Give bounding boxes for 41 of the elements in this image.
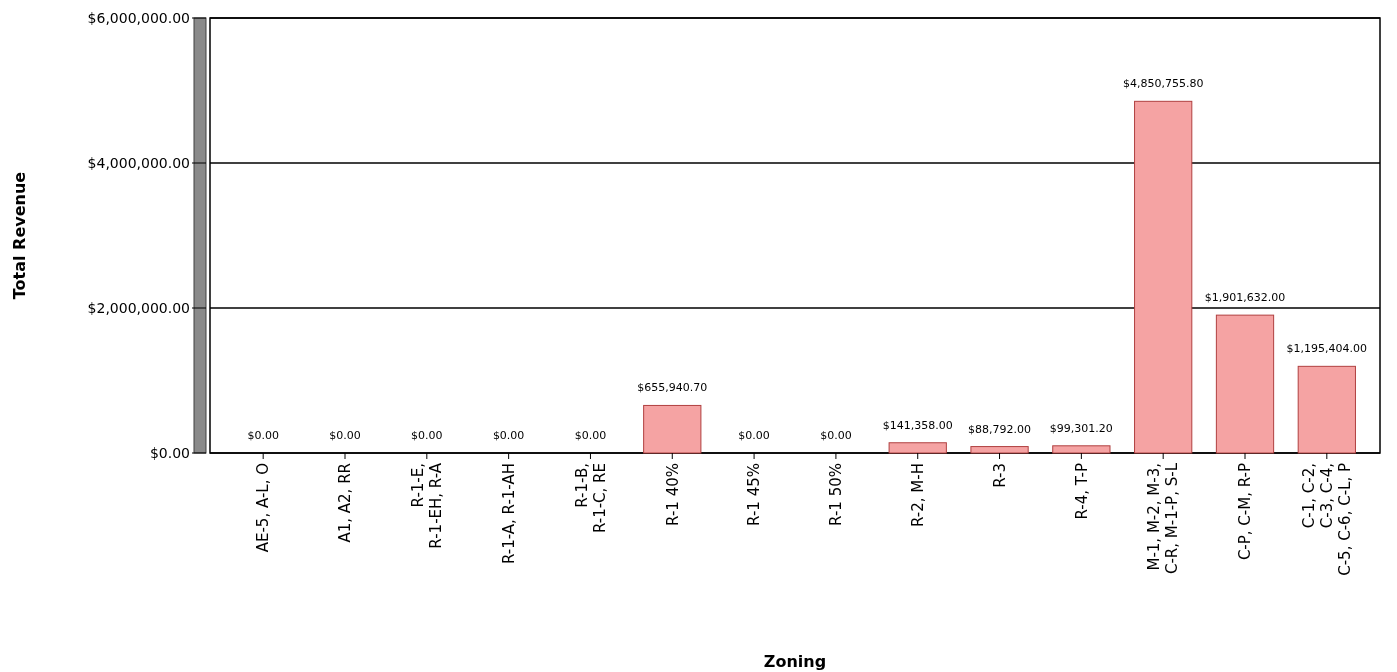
data-label: $0.00	[247, 429, 279, 442]
data-label: $655,940.70	[637, 381, 708, 395]
bar	[643, 404, 702, 454]
bar	[970, 446, 1029, 454]
x-tick-label: R-1-A, R-1-AH	[499, 463, 518, 565]
data-label: $0.00	[574, 429, 607, 442]
data-label: $141,358.00	[882, 418, 953, 432]
data-label: $0.00	[820, 429, 852, 442]
x-tick-label: R-3	[990, 463, 1009, 488]
data-label: $4,850,755.80	[1122, 77, 1204, 91]
data-label: $0.00	[411, 429, 443, 442]
x-tick-label: R-1-B, R-1-C, RE	[572, 463, 609, 534]
bar	[888, 442, 947, 454]
x-tick-label: R-1 40%	[663, 463, 682, 526]
data-label: $1,195,404.00	[1286, 342, 1368, 356]
x-axis-title: Zoning	[763, 652, 827, 671]
data-label: $0.00	[329, 429, 361, 442]
x-tick-label: C-P, C-M, R-P	[1236, 463, 1255, 561]
x-tick-label: M-1, M-2, M-3, C-R, M-1-P, S-L	[1145, 462, 1182, 575]
x-tick-label: R-2, M-H	[908, 463, 927, 527]
x-tick-label: R-1-E, R-1-EH, R-A	[409, 462, 446, 549]
bar	[1215, 314, 1275, 454]
x-tick-label: AE-5, A-L, O	[254, 463, 273, 553]
data-label: $0.00	[738, 429, 770, 442]
y-axis-title: Total Revenue	[10, 171, 29, 300]
data-label: $1,901,632.00	[1204, 291, 1286, 305]
y-tick-label: $6,000,000.00	[87, 9, 190, 26]
x-tick-label: R-1 45%	[745, 463, 764, 526]
x-tick-label: R-1 50%	[827, 463, 846, 526]
data-label: $88,792.00	[968, 422, 1032, 436]
x-tick-label: C-1, C-2, C-3, C-4, C-5, C-6, C-L, P	[1300, 463, 1355, 576]
y-tick-label: $4,000,000.00	[87, 154, 190, 171]
data-label: $0.00	[492, 429, 525, 442]
bar	[1052, 445, 1111, 454]
data-label: $99,301.20	[1049, 421, 1113, 435]
bar	[1134, 100, 1193, 454]
y-tick-label: $2,000,000.00	[87, 299, 190, 316]
x-tick-label: A1, A2, RR	[336, 463, 355, 543]
x-tick-label: R-4, T-P	[1072, 463, 1091, 520]
y-tick-label: $0.00	[149, 444, 190, 461]
bar	[1297, 365, 1356, 454]
